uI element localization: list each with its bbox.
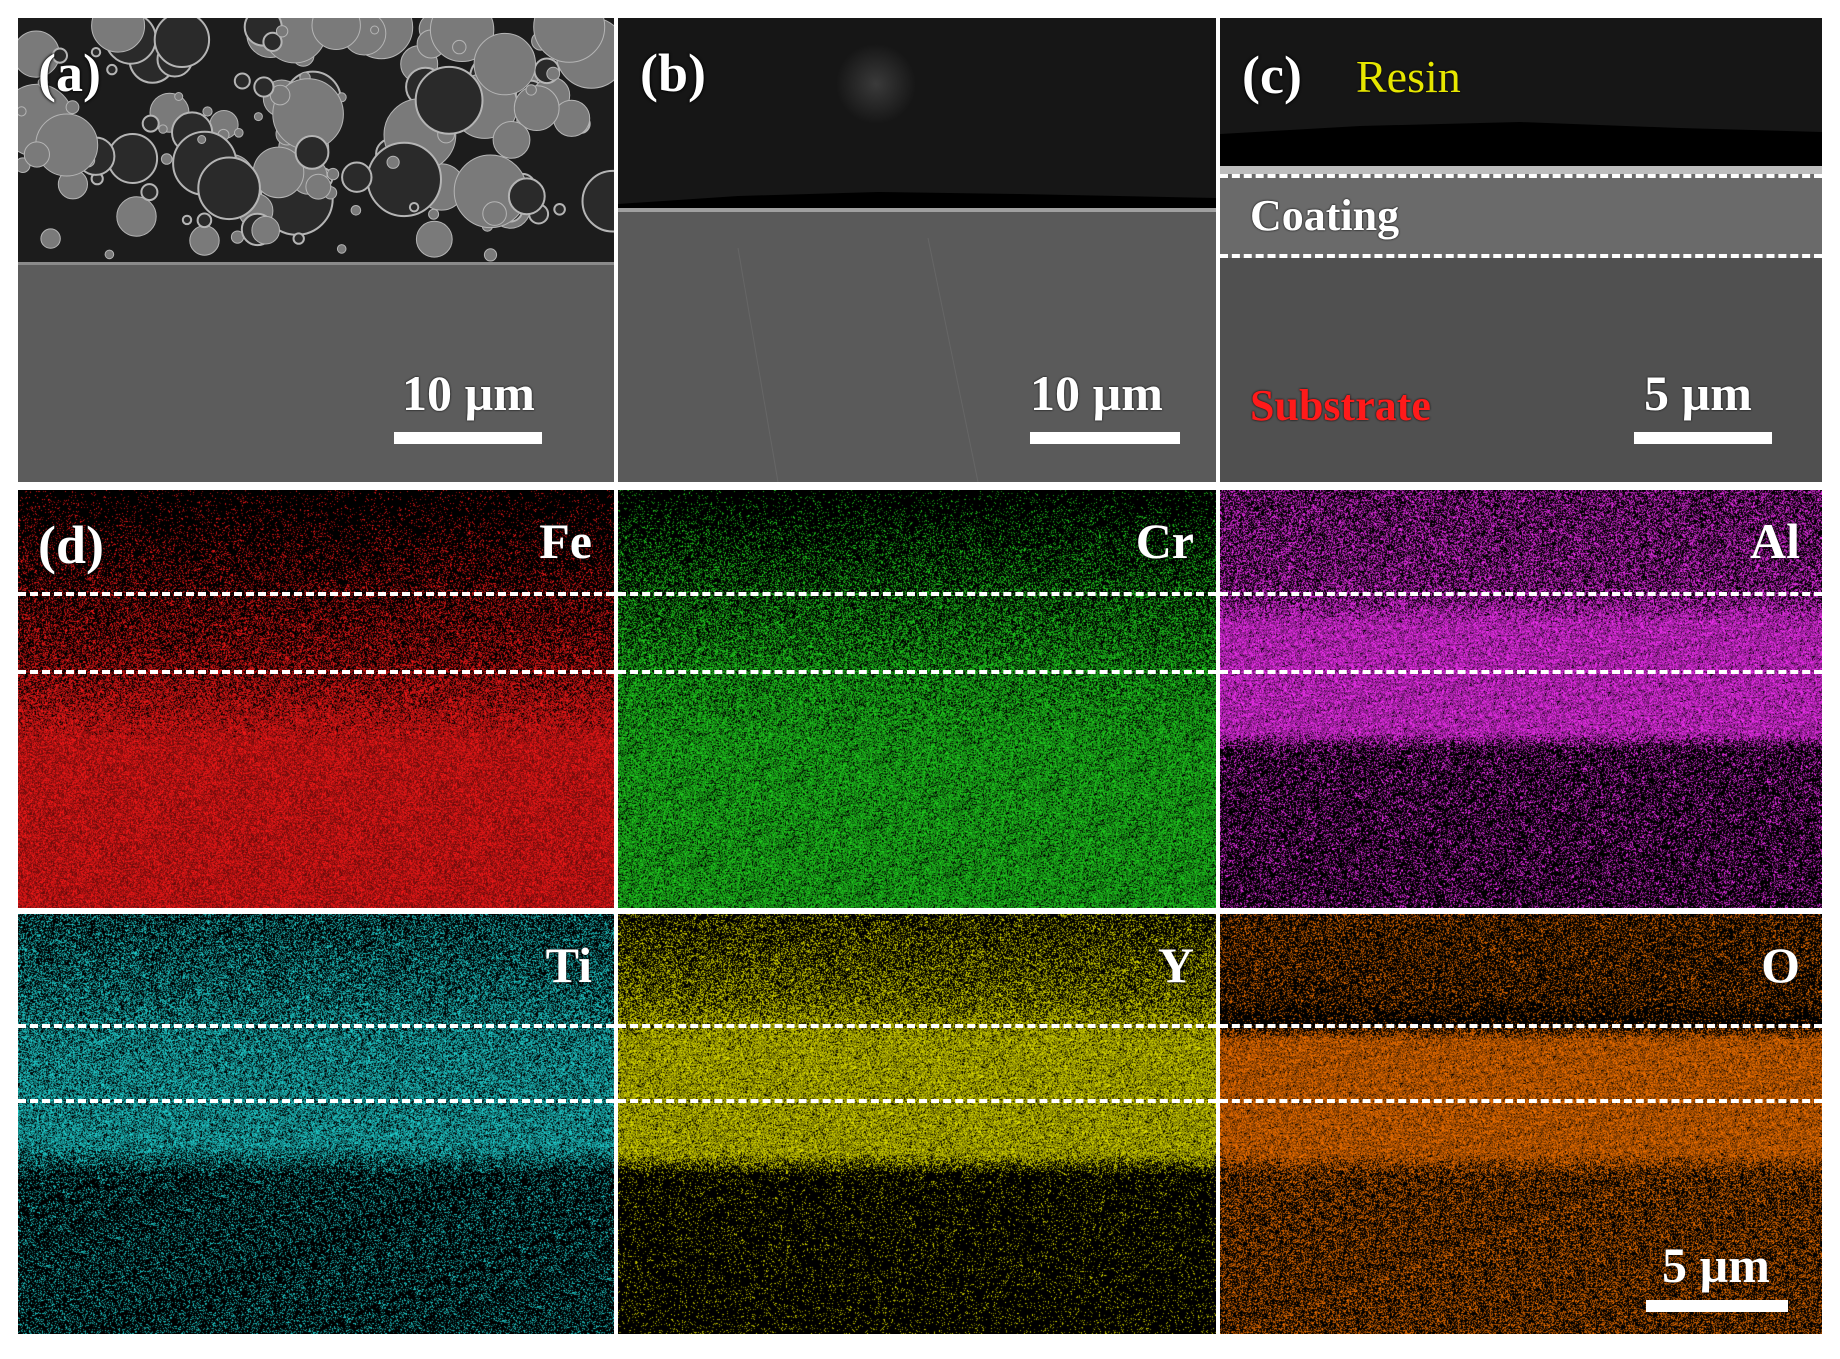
panel-a-image: [18, 18, 614, 482]
map-dash-bottom: [618, 670, 1216, 674]
map-dash-top: [618, 1024, 1216, 1028]
panel-c-dash-bottom: [1220, 254, 1822, 258]
panel-a-scale-text: 10 µm: [402, 365, 535, 421]
map-canvas-fe: [18, 490, 614, 908]
map-canvas-al: [1220, 490, 1822, 908]
panel-a-sem: (a) 10 µm: [18, 18, 614, 482]
panel-a-label: (a): [38, 43, 101, 103]
map-dash-bottom: [1220, 1099, 1822, 1103]
panel-b-image: [618, 18, 1216, 482]
panel-c-label: (c): [1242, 45, 1302, 105]
panel-c-sem: (c) Resin Coating Substrate 5 µm: [1220, 18, 1822, 482]
panel-c-dash-top: [1220, 174, 1822, 178]
map-fe: Fe: [18, 490, 614, 908]
map-canvas-o: [1220, 914, 1822, 1334]
panel-b-scale-text: 10 µm: [1030, 365, 1163, 421]
panel-d-scale-bar: [1646, 1300, 1788, 1312]
panel-c-image: [1220, 18, 1822, 482]
panel-a-scale-bar: [394, 432, 542, 444]
map-o: O: [1220, 914, 1822, 1334]
map-dash-bottom: [1220, 670, 1822, 674]
panel-b-label: (b): [640, 43, 706, 103]
panel-b-sem: (b) 10 µm: [618, 18, 1216, 482]
map-dash-top: [18, 1024, 614, 1028]
map-canvas-ti: [18, 914, 614, 1334]
map-element-label: Y: [1157, 937, 1194, 993]
panel-b-scale-bar: [1030, 432, 1180, 444]
map-element-label: Ti: [545, 937, 592, 993]
map-canvas-cr: [618, 490, 1216, 908]
panel-c-scale-text: 5 µm: [1644, 365, 1752, 421]
map-dash-bottom: [18, 1099, 614, 1103]
map-dash-top: [18, 592, 614, 596]
map-element-label: O: [1761, 937, 1800, 993]
coating-label: Coating: [1250, 191, 1400, 240]
map-al: Al: [1220, 490, 1822, 908]
resin-label: Resin: [1356, 51, 1461, 102]
map-dash-top: [1220, 1024, 1822, 1028]
map-y: Y: [618, 914, 1216, 1334]
map-dash-bottom: [618, 1099, 1216, 1103]
panel-c-scale-bar: [1634, 432, 1772, 444]
map-cr: Cr: [618, 490, 1216, 908]
map-element-label: Fe: [539, 513, 592, 569]
map-element-label: Cr: [1135, 513, 1194, 569]
map-dash-top: [1220, 592, 1822, 596]
map-dash-bottom: [18, 670, 614, 674]
map-canvas-y: [618, 914, 1216, 1334]
map-ti: Ti: [18, 914, 614, 1334]
substrate-label: Substrate: [1250, 381, 1431, 430]
map-element-label: Al: [1750, 513, 1800, 569]
panel-d-scale-text: 5 µm: [1662, 1237, 1770, 1293]
panel-d-label: (d): [38, 515, 104, 575]
map-dash-top: [618, 592, 1216, 596]
